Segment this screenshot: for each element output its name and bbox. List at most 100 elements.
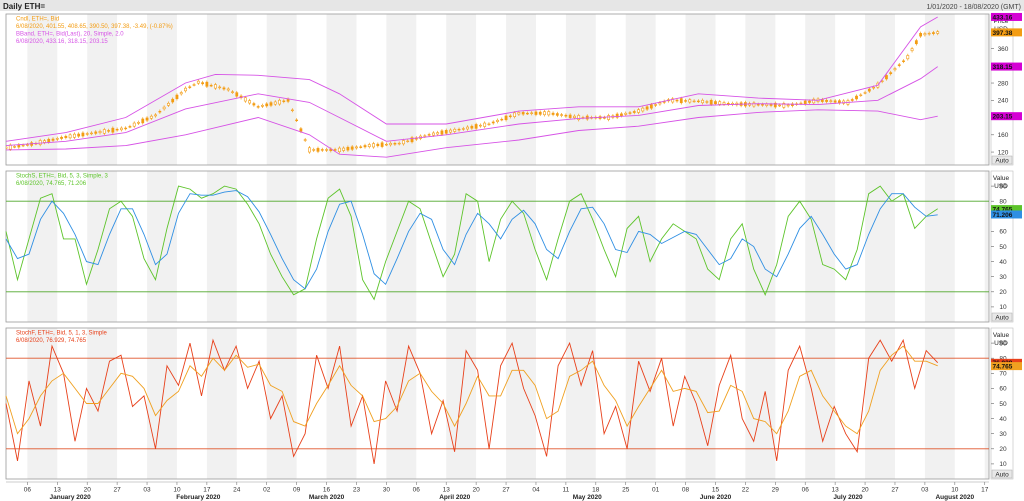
candle-body	[363, 145, 367, 148]
candle-body	[248, 100, 252, 104]
candle-body	[402, 140, 405, 145]
candle-body	[350, 146, 354, 150]
week-band	[206, 171, 237, 322]
last-value-text: 203.15	[993, 114, 1013, 121]
week-band	[87, 14, 118, 165]
candle-body	[25, 144, 29, 146]
x-tick-label: 13	[443, 487, 451, 494]
x-tick-label: 20	[861, 487, 869, 494]
candle-body	[773, 102, 777, 108]
candle-body	[513, 112, 516, 117]
candle-body	[466, 126, 469, 130]
x-tick-label: 11	[563, 487, 570, 494]
candle-body	[201, 82, 205, 85]
candle-body	[692, 100, 696, 103]
last-value-text: 433.16	[993, 14, 1013, 21]
x-tick-label: 01	[652, 487, 660, 494]
y-tick-label: 360	[998, 46, 1009, 53]
price-series	[6, 29, 940, 154]
candle-body	[551, 112, 555, 115]
panel-frame	[5, 13, 990, 166]
candle-body	[137, 121, 140, 124]
legend-entry: 6/08/2020, 433.16, 318.15, 203.15	[16, 39, 108, 45]
week-band	[506, 14, 536, 165]
candle-body	[808, 100, 811, 103]
candle-body	[496, 119, 499, 122]
week-band	[984, 14, 989, 165]
candle-body	[171, 98, 175, 103]
stoch-line-pct-d	[5, 345, 938, 435]
week-band	[386, 171, 417, 322]
y-tick-label: 20	[999, 446, 1007, 453]
candle-body	[769, 104, 773, 106]
x-month-label: January 2020	[50, 494, 92, 501]
stoch-line-pct-k	[5, 338, 939, 464]
candle-body	[726, 102, 730, 105]
week-band	[266, 171, 297, 322]
candle-body	[265, 103, 269, 107]
candle-body	[179, 92, 183, 95]
candle-body	[483, 122, 487, 127]
x-tick-label: 18	[592, 487, 600, 494]
candle-body	[825, 99, 828, 102]
candle-body	[474, 124, 478, 129]
candle-body	[547, 111, 551, 116]
candle-body	[778, 104, 781, 107]
x-month-label: February 2020	[176, 494, 220, 501]
candle-body	[162, 106, 166, 110]
y-tick-label: 10	[999, 461, 1007, 468]
candle-body	[560, 114, 564, 116]
last-value-text: 74.765	[993, 364, 1013, 371]
candle-body	[21, 144, 25, 147]
candle-body	[72, 133, 76, 138]
candle-body	[6, 146, 8, 149]
week-band	[924, 171, 955, 322]
candle-body	[295, 119, 299, 122]
last-value-tag	[991, 28, 1022, 37]
week-band	[87, 171, 118, 322]
candle-body	[927, 32, 931, 35]
candle-body	[449, 129, 452, 133]
last-value-text: 397.38	[993, 30, 1013, 37]
week-bands	[27, 14, 989, 479]
candle-body	[538, 111, 542, 115]
candle-body	[107, 130, 110, 132]
week-band	[565, 171, 596, 322]
y-tick-label: 20	[999, 289, 1007, 296]
candle-body	[889, 72, 893, 75]
week-band	[805, 328, 836, 479]
candle-body	[47, 138, 51, 143]
candle-body	[444, 130, 448, 134]
auto-button	[991, 312, 1013, 322]
last-value-tag	[991, 62, 1022, 71]
candle-body	[530, 112, 534, 114]
candle-body	[577, 115, 581, 120]
candle-body	[299, 128, 303, 132]
y-tick-label: 120	[998, 149, 1009, 156]
candle-body	[316, 148, 320, 152]
candle-body	[85, 133, 89, 135]
candle-body	[526, 112, 529, 115]
candle-body	[919, 32, 923, 37]
x-tick-label: 23	[353, 487, 361, 494]
y-tick-label: 60	[999, 386, 1007, 393]
candle-body	[102, 129, 106, 134]
candle-body	[756, 104, 760, 106]
x-month-label: March 2020	[309, 494, 345, 501]
x-tick-label: 25	[622, 487, 630, 494]
last-value-text: 71.206	[993, 212, 1013, 219]
candle-body	[491, 121, 495, 124]
candle-body	[555, 113, 559, 116]
candle-body	[384, 143, 388, 146]
x-tick-label: 04	[532, 487, 540, 494]
x-month-label: June 2020	[700, 494, 732, 501]
candle-body	[658, 102, 662, 105]
y-tick-label: 50	[999, 401, 1007, 408]
candle-body	[367, 144, 371, 147]
candle-body	[654, 104, 658, 106]
candle-body	[397, 142, 401, 145]
candle-body	[508, 115, 512, 118]
candle-body	[615, 113, 619, 118]
candle-body	[885, 75, 888, 80]
